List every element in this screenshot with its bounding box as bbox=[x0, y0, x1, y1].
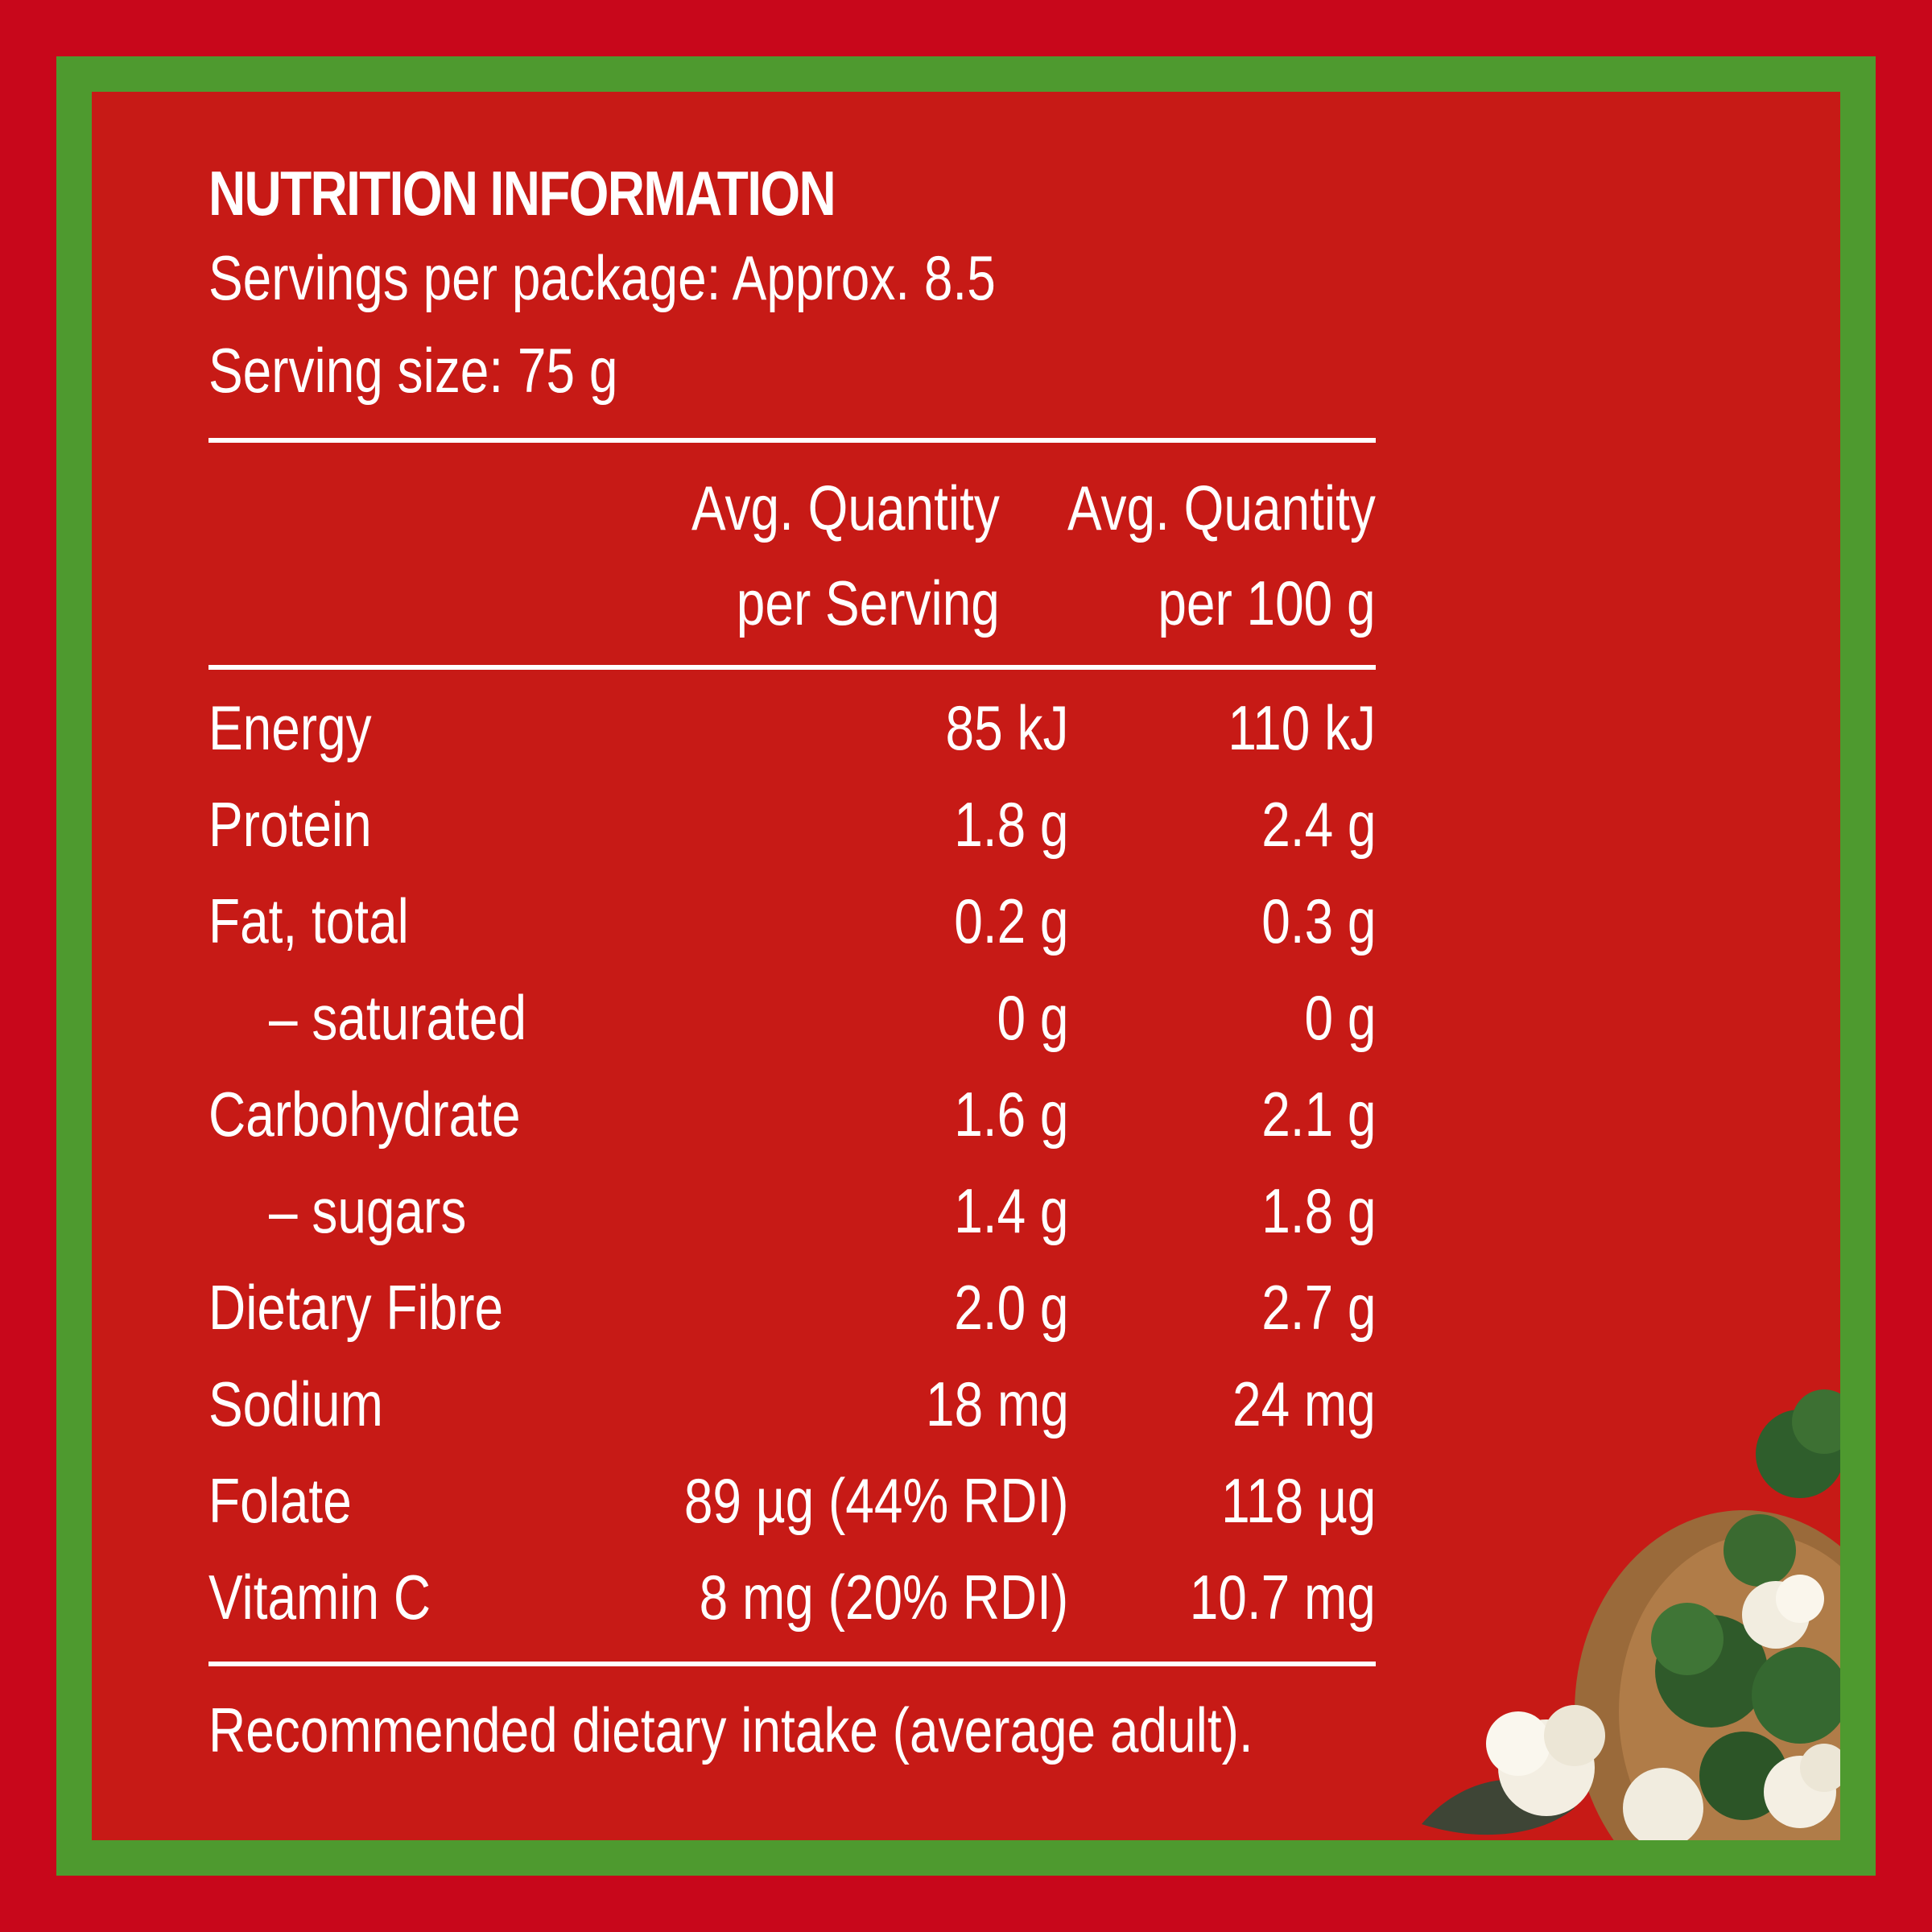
table-row: Sodium 18 mg 24 mg bbox=[208, 1356, 1376, 1452]
per-100g-value: 118 µg bbox=[1220, 1465, 1376, 1536]
table-row: – saturated 0 g 0 g bbox=[208, 969, 1376, 1066]
nutrient-name: Folate bbox=[208, 1465, 352, 1536]
serving-size: Serving size: 75 g bbox=[208, 335, 618, 406]
nutrient-name: – saturated bbox=[269, 982, 527, 1053]
per-serving-value: 18 mg bbox=[925, 1368, 1069, 1439]
nutrition-content: NUTRITION INFORMATION Servings per packa… bbox=[208, 122, 1376, 1782]
table-row: Carbohydrate 1.6 g 2.1 g bbox=[208, 1066, 1376, 1162]
divider-middle bbox=[208, 665, 1376, 670]
per-100g-value: 2.1 g bbox=[1261, 1079, 1376, 1150]
table-row: Vitamin C 8 mg (20% RDI) 10.7 mg bbox=[208, 1549, 1376, 1645]
per-serving-line1: Avg. Quantity bbox=[691, 473, 1001, 543]
table-row: Dietary Fibre 2.0 g 2.7 g bbox=[208, 1259, 1376, 1356]
table-row: Folate 89 µg (44% RDI) 118 µg bbox=[208, 1452, 1376, 1549]
per-serving-value: 85 kJ bbox=[945, 692, 1069, 763]
per-100g-value: 2.4 g bbox=[1261, 789, 1376, 860]
per-100g-value: 0.3 g bbox=[1261, 886, 1376, 956]
nutrient-name: Vitamin C bbox=[208, 1562, 431, 1633]
per-100g-value: 1.8 g bbox=[1261, 1175, 1376, 1246]
nutrition-table: Avg. Quantity per Serving Avg. Quantity … bbox=[208, 443, 1376, 650]
nutrient-name: Sodium bbox=[208, 1368, 383, 1439]
table-row: Energy 85 kJ 110 kJ bbox=[208, 679, 1376, 776]
column-header-row: Avg. Quantity per Serving Avg. Quantity … bbox=[208, 443, 1376, 650]
column-header-per-serving: Avg. Quantity per Serving bbox=[536, 443, 1000, 650]
table-row: Protein 1.8 g 2.4 g bbox=[208, 776, 1376, 873]
per-serving-value: 89 µg (44% RDI) bbox=[683, 1465, 1069, 1536]
per-serving-value: 1.4 g bbox=[954, 1175, 1069, 1246]
divider-bottom bbox=[208, 1662, 1376, 1666]
column-header-blank bbox=[208, 443, 536, 650]
nutrient-name: Protein bbox=[208, 789, 372, 860]
nutrient-name: Dietary Fibre bbox=[208, 1272, 504, 1343]
panel-title: NUTRITION INFORMATION bbox=[208, 158, 836, 229]
per-serving-value: 1.8 g bbox=[954, 789, 1069, 860]
per-100g-value: 110 kJ bbox=[1228, 692, 1376, 763]
per-100g-value: 24 mg bbox=[1232, 1368, 1376, 1439]
table-row: – sugars 1.4 g 1.8 g bbox=[208, 1162, 1376, 1259]
table-row: Fat, total 0.2 g 0.3 g bbox=[208, 873, 1376, 969]
per-100g-value: 0 g bbox=[1304, 982, 1376, 1053]
servings-per-package: Servings per package: Approx. 8.5 bbox=[208, 242, 996, 313]
per-serving-value: 0.2 g bbox=[954, 886, 1069, 956]
column-header-per-100g: Avg. Quantity per 100 g bbox=[1000, 443, 1376, 650]
nutrient-name: – sugars bbox=[269, 1175, 467, 1246]
nutrition-panel: NUTRITION INFORMATION Servings per packa… bbox=[92, 92, 1840, 1840]
per-serving-value: 1.6 g bbox=[954, 1079, 1069, 1150]
per-serving-value: 8 mg (20% RDI) bbox=[699, 1562, 1069, 1633]
nutrient-rows: Energy 85 kJ 110 kJ Protein 1.8 g 2.4 g … bbox=[208, 679, 1376, 1645]
per-100g-value: 2.7 g bbox=[1261, 1272, 1376, 1343]
nutrient-name: Energy bbox=[208, 692, 372, 763]
per-100g-line2: per 100 g bbox=[1158, 568, 1376, 638]
per-100g-value: 10.7 mg bbox=[1189, 1562, 1376, 1633]
divider-top bbox=[208, 438, 1376, 443]
per-serving-value: 0 g bbox=[997, 982, 1069, 1053]
rdi-footnote: Recommended dietary intake (average adul… bbox=[208, 1695, 1253, 1765]
nutrient-name: Fat, total bbox=[208, 886, 409, 956]
per-serving-value: 2.0 g bbox=[954, 1272, 1069, 1343]
per-100g-line1: Avg. Quantity bbox=[1067, 473, 1376, 543]
nutrient-name: Carbohydrate bbox=[208, 1079, 521, 1150]
vegetable-bowl-illustration bbox=[1422, 1389, 1840, 1840]
per-serving-line2: per Serving bbox=[737, 568, 1001, 638]
